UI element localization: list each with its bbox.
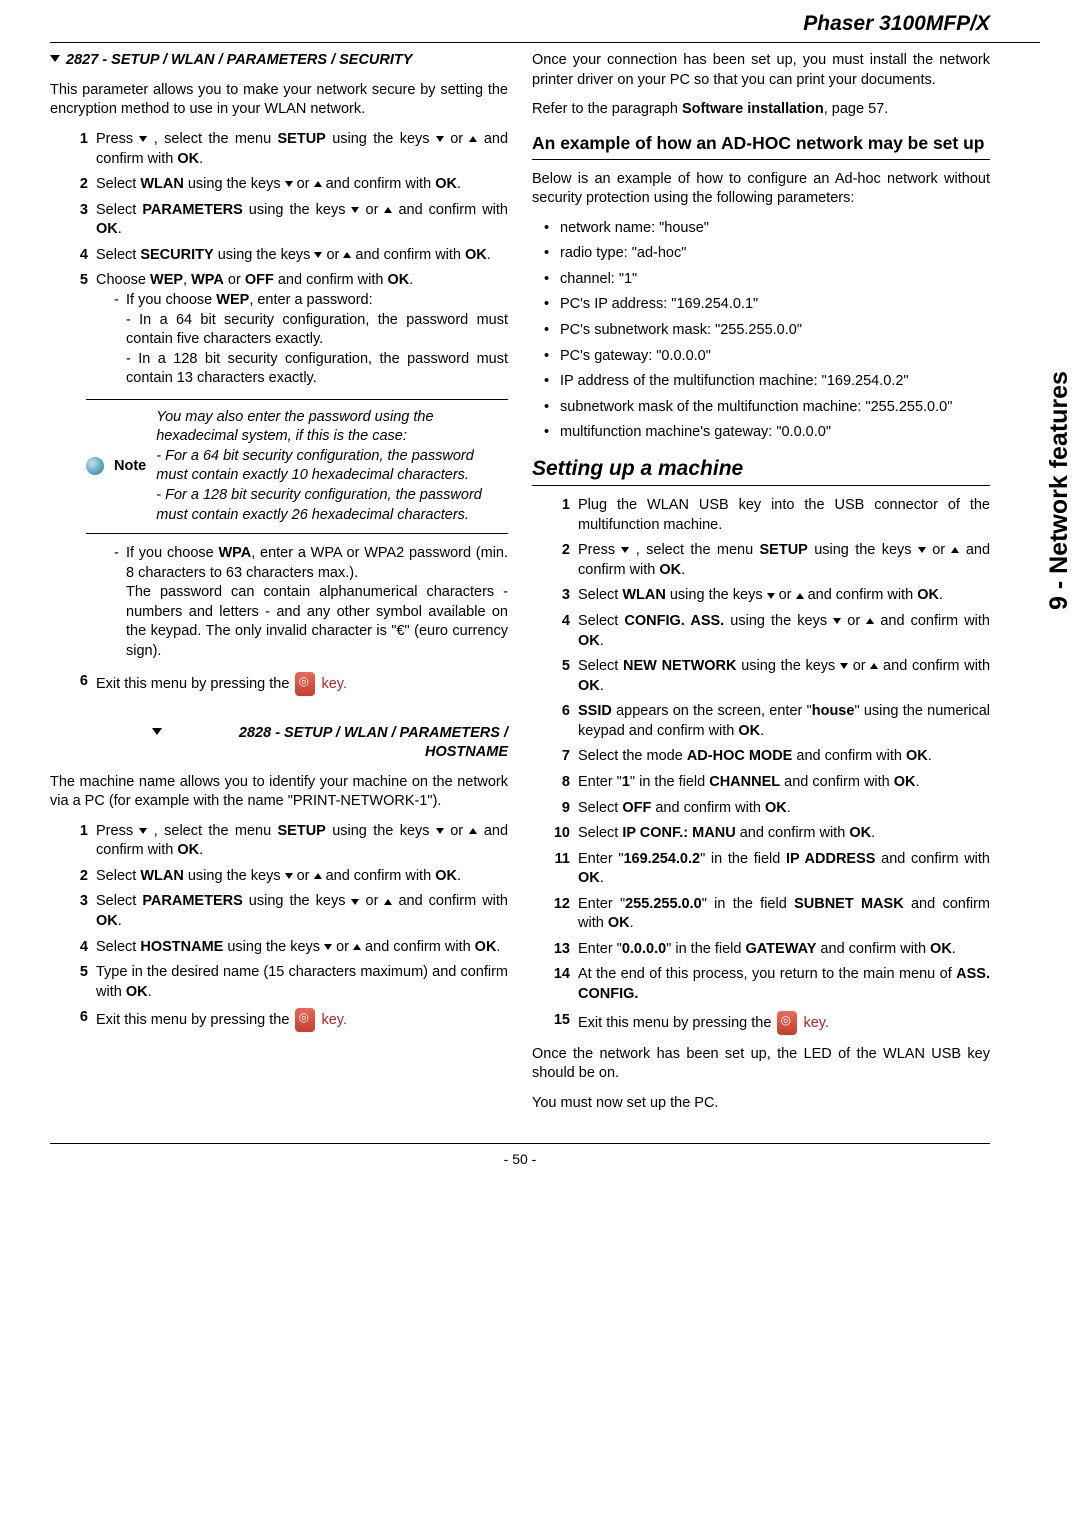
adhoc-intro: Below is an example of how to configure … [532, 170, 990, 209]
param: radio type: "ad-hoc" [544, 244, 990, 264]
refer-paragraph: Refer to the paragraph Software installa… [532, 100, 990, 120]
triangle-up-icon [353, 944, 361, 950]
setup-heading: Setting up a machine [532, 455, 990, 486]
sec2827-intro: This parameter allows you to make your n… [50, 81, 508, 120]
setup-steps: 1Plug the WLAN USB key into the USB conn… [532, 496, 990, 1034]
step-3: 3 Select PARAMETERS using the keys or an… [78, 892, 508, 931]
columns: 2827 - SETUP / WLAN / PARAMETERS / SECUR… [50, 51, 1040, 1123]
triangle-up-icon [314, 873, 322, 879]
sidebar-label: 9 - Network features [1040, 50, 1080, 610]
outro1: Once the network has been set up, the LE… [532, 1045, 990, 1084]
step-7: 7 Select the mode AD-HOC MODE and confir… [560, 747, 990, 767]
triangle-down-icon [840, 663, 848, 669]
param: PC's subnetwork mask: "255.255.0.0" [544, 321, 990, 341]
wep-sublist: If you choose WEP, enter a password: - I… [96, 291, 508, 389]
triangle-down-icon [285, 873, 293, 879]
sec2828-intro: The machine name allows you to identify … [50, 773, 508, 812]
wpa-item: If you choose WPA, enter a WPA or WPA2 p… [114, 544, 508, 661]
triangle-down-icon [436, 136, 444, 142]
triangle-down-icon [833, 618, 841, 624]
sec2828-steps: 1 Press , select the menu SETUP using th… [50, 822, 508, 1033]
page-number: - 50 - [50, 1143, 990, 1169]
step-9: 9 Select OFF and confirm with OK. [560, 799, 990, 819]
step-6: 6 Exit this menu by pressing the key. [78, 672, 508, 696]
triangle-down-icon [436, 828, 444, 834]
sec2827-steps: 1 Press , select the menu SETUP using th… [50, 130, 508, 389]
step-11: 11 Enter "169.254.0.2" in the field IP A… [560, 850, 990, 889]
path-text: 2828 - SETUP / WLAN / PARAMETERS / HOSTN… [168, 724, 508, 763]
step-4: 4 Select HOSTNAME using the keys or and … [78, 938, 508, 958]
step-1: 1 Press , select the menu SETUP using th… [78, 822, 508, 861]
param: PC's gateway: "0.0.0.0" [544, 347, 990, 367]
header-title: Phaser 3100MFP/X [50, 10, 1040, 43]
note-box: Note You may also enter the password usi… [86, 399, 508, 534]
step-12: 12 Enter "255.255.0.0" in the field SUBN… [560, 895, 990, 934]
param: network name: "house" [544, 219, 990, 239]
step-14: 14 At the end of this process, you retur… [560, 965, 990, 1004]
step-4: 4 Select CONFIG. ASS. using the keys or … [560, 612, 990, 651]
triangle-down-icon [918, 547, 926, 553]
param: subnetwork mask of the multifunction mac… [544, 398, 990, 418]
step-6: 6 Exit this menu by pressing the key. [78, 1008, 508, 1032]
param: channel: "1" [544, 270, 990, 290]
wpa-sublist: If you choose WPA, enter a WPA or WPA2 p… [50, 544, 508, 661]
step-2: 2 Select WLAN using the keys or and conf… [78, 175, 508, 195]
triangle-down-icon [767, 593, 775, 599]
step-3: 3 Select WLAN using the keys or and conf… [560, 586, 990, 606]
step-5: 5 Choose WEP, WPA or OFF and confirm wit… [78, 271, 508, 388]
triangle-down-icon [50, 55, 60, 62]
section-2828-path: 2828 - SETUP / WLAN / PARAMETERS / HOSTN… [50, 724, 508, 763]
step-8: 8 Enter "1" in the field CHANNEL and con… [560, 773, 990, 793]
sec2827-step6: 6 Exit this menu by pressing the key. [50, 672, 508, 696]
triangle-up-icon [314, 181, 322, 187]
param: PC's IP address: "169.254.0.1" [544, 295, 990, 315]
step-5: 5 Type in the desired name (15 character… [78, 963, 508, 1002]
triangle-up-icon [796, 593, 804, 599]
param: IP address of the multifunction machine:… [544, 372, 990, 392]
right-column: Once your connection has been set up, yo… [532, 51, 990, 1123]
stop-key-icon [295, 672, 315, 696]
page: Phaser 3100MFP/X 9 - Network features 28… [0, 0, 1080, 1189]
adhoc-params: network name: "house" radio type: "ad-ho… [532, 219, 990, 443]
adhoc-heading: An example of how an AD-HOC network may … [532, 132, 990, 160]
wep-item: If you choose WEP, enter a password: - I… [114, 291, 508, 389]
note-text: You may also enter the password using th… [156, 408, 508, 525]
step-3: 3 Select PARAMETERS using the keys or an… [78, 201, 508, 240]
once-setup: Once your connection has been set up, yo… [532, 51, 990, 90]
triangle-down-icon [324, 944, 332, 950]
stop-key-icon [777, 1011, 797, 1035]
left-column: 2827 - SETUP / WLAN / PARAMETERS / SECUR… [50, 51, 508, 1123]
step-6: 6 SSID appears on the screen, enter "hou… [560, 702, 990, 741]
step-15: 15 Exit this menu by pressing the key. [560, 1011, 990, 1035]
outro2: You must now set up the PC. [532, 1094, 990, 1114]
note-icon [86, 457, 104, 475]
step-2: 2 Select WLAN using the keys or and conf… [78, 867, 508, 887]
step-4: 4 Select SECURITY using the keys or and … [78, 246, 508, 266]
stop-key-icon [295, 1008, 315, 1032]
step-1: 1 Press , select the menu SETUP using th… [78, 130, 508, 169]
param: multifunction machine's gateway: "0.0.0.… [544, 423, 990, 443]
step-1: 1Plug the WLAN USB key into the USB conn… [560, 496, 990, 535]
triangle-down-icon [152, 728, 162, 735]
step-13: 13 Enter "0.0.0.0" in the field GATEWAY … [560, 940, 990, 960]
step-5: 5 Select NEW NETWORK using the keys or a… [560, 657, 990, 696]
step-10: 10 Select IP CONF.: MANU and confirm wit… [560, 824, 990, 844]
section-2827-path: 2827 - SETUP / WLAN / PARAMETERS / SECUR… [50, 51, 508, 71]
path-text: 2827 - SETUP / WLAN / PARAMETERS / SECUR… [66, 51, 412, 71]
triangle-down-icon [285, 181, 293, 187]
step-2: 2 Press , select the menu SETUP using th… [560, 541, 990, 580]
note-label: Note [114, 457, 146, 477]
